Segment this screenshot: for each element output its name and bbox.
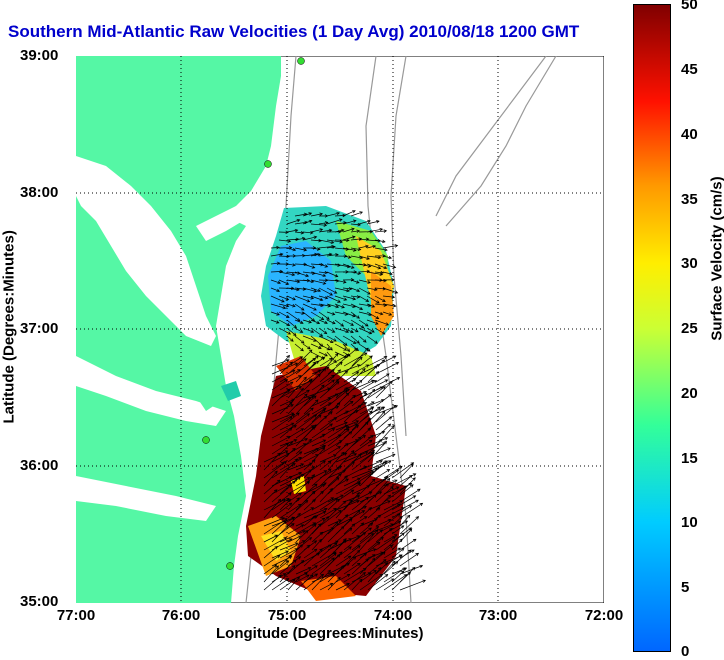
- colorbar-label: Surface Velocity (cm/s): [709, 164, 724, 354]
- y-tick-label: 38:00: [20, 184, 58, 201]
- x-tick-label: 72:00: [574, 607, 634, 624]
- colorbar-tick-label: 30: [681, 255, 698, 272]
- colorbar-tick-label: 15: [681, 450, 698, 467]
- colorbar-tick-label: 25: [681, 320, 698, 337]
- y-tick-label: 39:00: [20, 47, 58, 64]
- colorbar-tick-label: 0: [681, 643, 689, 660]
- x-tick-label: 76:00: [151, 607, 211, 624]
- x-tick-label: 75:00: [257, 607, 317, 624]
- map-plot-area: [76, 56, 604, 603]
- y-tick-label: 35:00: [20, 593, 58, 610]
- colorbar: [633, 4, 671, 652]
- colorbar-tick-label: 10: [681, 514, 698, 531]
- colorbar-tick-label: 50: [681, 0, 698, 13]
- x-axis-label: Longitude (Degrees:Minutes): [216, 625, 424, 642]
- y-tick-label: 37:00: [20, 320, 58, 337]
- colorbar-tick-label: 5: [681, 579, 689, 596]
- y-tick-label: 36:00: [20, 457, 58, 474]
- y-axis-label: Latitude (Degrees:Minutes): [1, 234, 18, 424]
- colorbar-tick-label: 35: [681, 191, 698, 208]
- colorbar-tick-label: 45: [681, 61, 698, 78]
- colorbar-tick-label: 20: [681, 385, 698, 402]
- colorbar-tick-label: 40: [681, 126, 698, 143]
- x-tick-label: 74:00: [363, 607, 423, 624]
- plot-title: Southern Mid-Atlantic Raw Velocities (1 …: [8, 22, 579, 42]
- x-tick-label: 73:00: [468, 607, 528, 624]
